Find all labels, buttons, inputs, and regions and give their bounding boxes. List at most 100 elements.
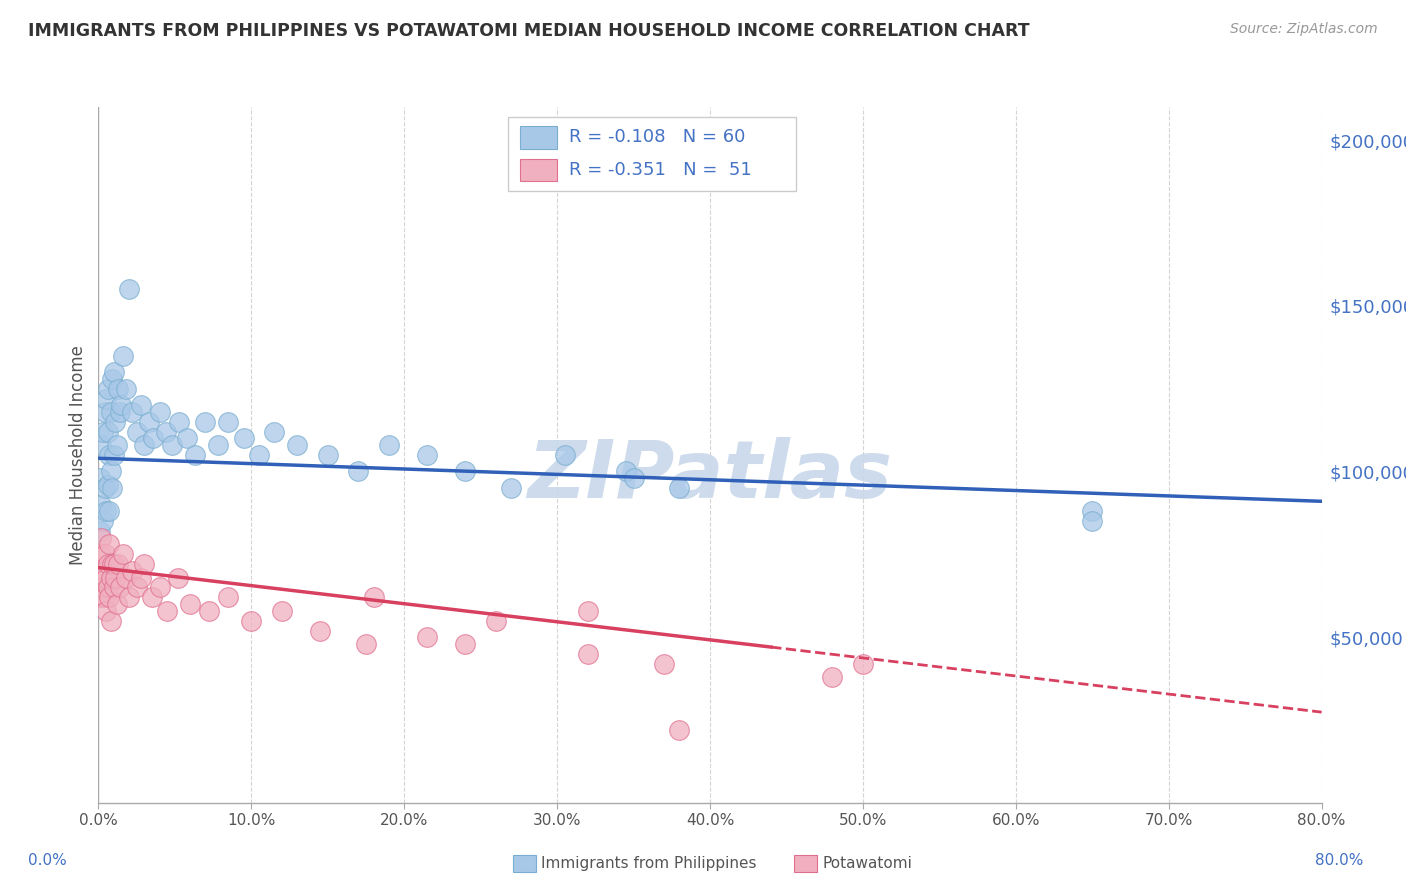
Point [155, 425, 177, 439]
Point [263, 425, 285, 439]
Point [485, 614, 508, 628]
Point [111, 547, 134, 561]
Point [93, 405, 115, 419]
Point [94, 570, 117, 584]
Point [98, 591, 121, 605]
Point [125, 425, 148, 439]
Point [217, 591, 239, 605]
Text: R = -0.351   N =  51: R = -0.351 N = 51 [569, 161, 752, 178]
Point [90, 438, 112, 452]
Point [91, 564, 114, 578]
Point [105, 438, 128, 452]
Text: Potawatomi: Potawatomi [823, 856, 912, 871]
Point [194, 415, 217, 429]
Point [100, 465, 122, 479]
Point [125, 581, 148, 595]
Point [138, 415, 160, 429]
Point [501, 481, 523, 495]
Point [270, 604, 292, 618]
Point [108, 405, 131, 419]
Point [89, 524, 111, 538]
Point [101, 558, 124, 572]
Point [121, 405, 143, 419]
Point [107, 382, 129, 396]
Point [118, 282, 141, 296]
Point [110, 398, 132, 412]
Point [141, 591, 163, 605]
Text: R = -0.108   N = 60: R = -0.108 N = 60 [569, 128, 745, 146]
Point [101, 481, 124, 495]
Point [576, 604, 599, 618]
Point [98, 448, 121, 462]
Point [100, 614, 122, 628]
Point [232, 431, 254, 445]
Point [160, 438, 183, 452]
Point [94, 392, 117, 406]
Point [93, 481, 115, 495]
Point [111, 349, 134, 363]
Point [94, 504, 117, 518]
Point [129, 570, 152, 584]
Point [1081, 514, 1104, 528]
Point [176, 431, 198, 445]
Point [104, 415, 127, 429]
Point [149, 581, 172, 595]
Point [97, 477, 120, 491]
Point [821, 670, 844, 684]
Point [100, 570, 122, 584]
Point [852, 657, 875, 671]
Point [240, 614, 263, 628]
Point [103, 558, 125, 572]
Point [184, 448, 207, 462]
Point [247, 448, 270, 462]
Point [105, 597, 128, 611]
Point [97, 382, 120, 396]
Point [668, 481, 690, 495]
Point [115, 570, 138, 584]
Point [217, 415, 239, 429]
Point [309, 624, 332, 638]
Point [354, 637, 377, 651]
Text: 0.0%: 0.0% [28, 854, 67, 868]
Point [652, 657, 675, 671]
Point [103, 365, 125, 379]
Point [104, 570, 127, 584]
Point [89, 471, 111, 485]
Point [89, 547, 111, 561]
Point [149, 405, 172, 419]
Text: Immigrants from Philippines: Immigrants from Philippines [541, 856, 756, 871]
Text: Source: ZipAtlas.com: Source: ZipAtlas.com [1230, 22, 1378, 37]
FancyBboxPatch shape [508, 118, 796, 191]
Point [93, 591, 115, 605]
Point [91, 581, 114, 595]
Point [100, 405, 122, 419]
Point [103, 581, 125, 595]
Point [89, 570, 111, 584]
Point [285, 438, 308, 452]
Point [614, 465, 637, 479]
Point [129, 398, 152, 412]
Point [101, 372, 124, 386]
Point [347, 465, 370, 479]
Point [97, 558, 120, 572]
Point [623, 471, 645, 485]
Point [108, 581, 131, 595]
Point [91, 425, 114, 439]
Point [142, 431, 165, 445]
Point [97, 581, 120, 595]
Point [90, 591, 112, 605]
FancyBboxPatch shape [520, 159, 557, 181]
Point [134, 438, 156, 452]
Point [107, 558, 129, 572]
Point [156, 604, 179, 618]
Text: ZIPatlas: ZIPatlas [527, 437, 893, 515]
Point [91, 514, 114, 528]
Point [167, 570, 190, 584]
Text: IMMIGRANTS FROM PHILIPPINES VS POTAWATOMI MEDIAN HOUSEHOLD INCOME CORRELATION CH: IMMIGRANTS FROM PHILIPPINES VS POTAWATOM… [28, 22, 1029, 40]
Point [207, 438, 229, 452]
Point [98, 504, 121, 518]
Point [316, 448, 339, 462]
Point [118, 591, 141, 605]
Point [93, 547, 115, 561]
Text: 80.0%: 80.0% [1316, 854, 1364, 868]
